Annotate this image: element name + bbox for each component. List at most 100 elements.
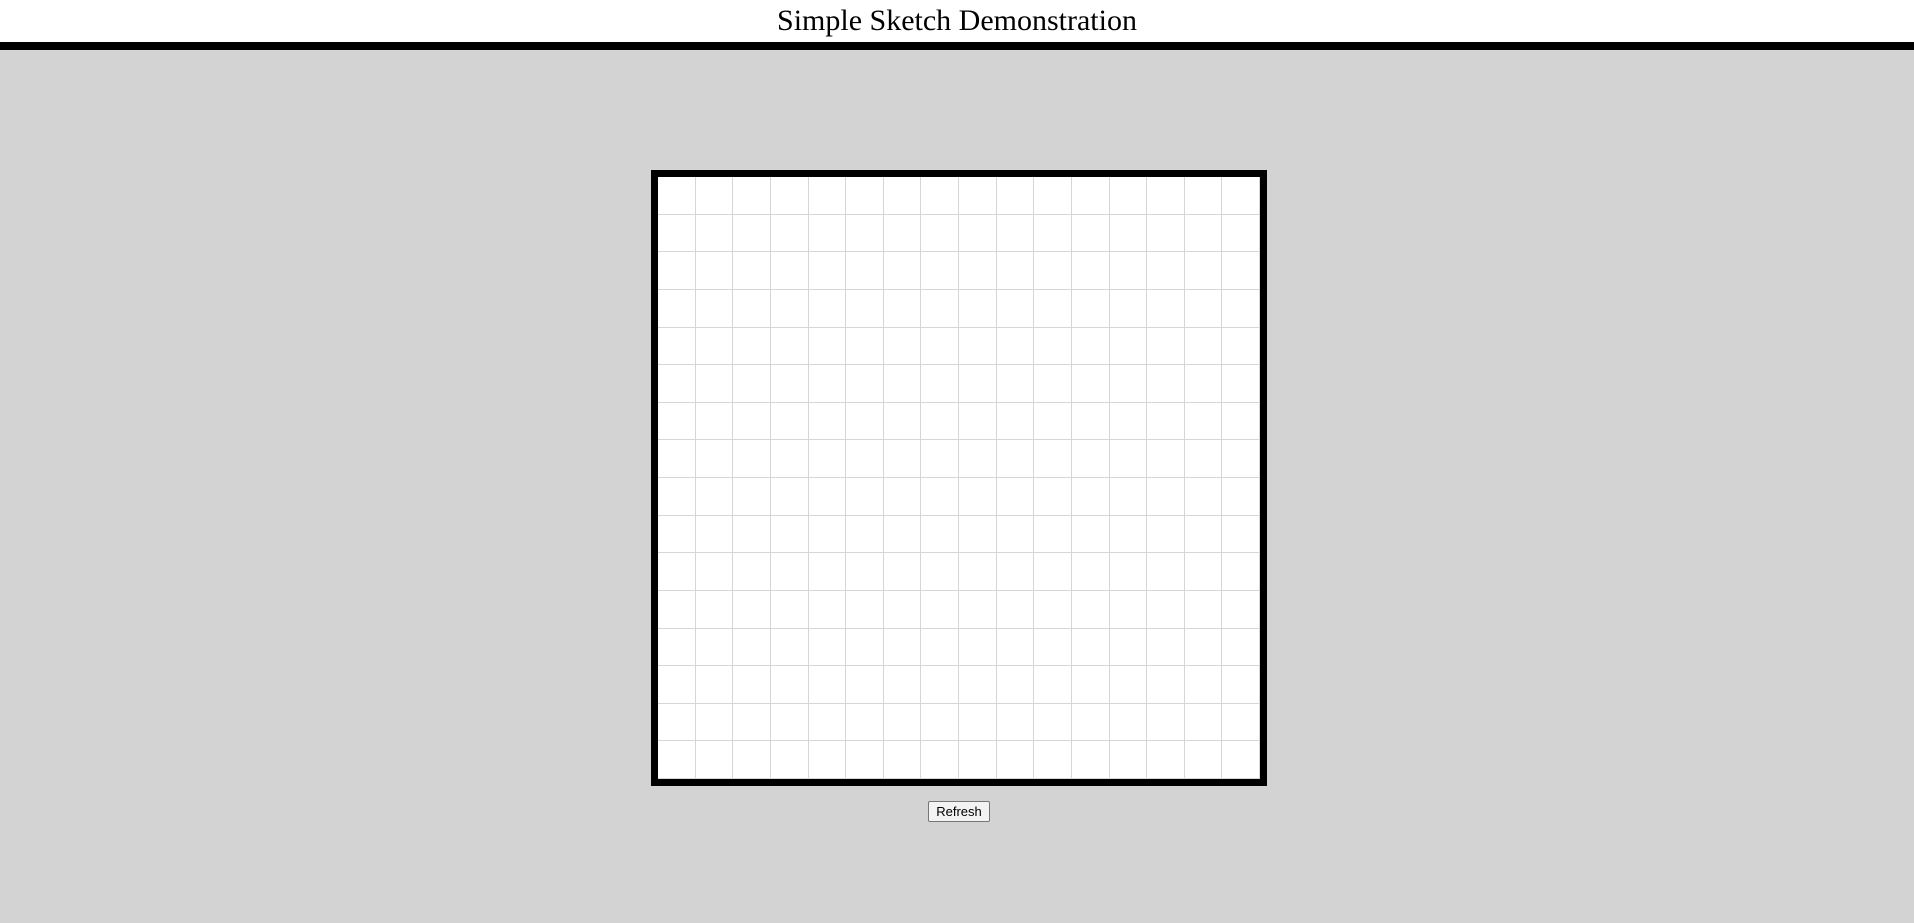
grid-cell[interactable] [1034,590,1072,629]
grid-cell[interactable] [1184,666,1223,704]
grid-cell[interactable] [1184,365,1223,403]
grid-cell[interactable] [770,478,809,516]
grid-cell[interactable] [996,478,1035,516]
grid-cell[interactable] [1071,515,1110,554]
grid-cell[interactable] [1071,177,1110,215]
grid-cell[interactable] [1071,402,1110,441]
grid-cell[interactable] [1147,402,1185,441]
grid-cell[interactable] [1109,252,1148,290]
grid-cell[interactable] [695,289,734,328]
grid-cell[interactable] [1184,440,1223,478]
grid-cell[interactable] [658,365,696,403]
grid-cell[interactable] [1109,515,1148,554]
grid-cell[interactable] [1222,252,1260,290]
grid-cell[interactable] [733,590,771,629]
grid-cell[interactable] [1147,628,1185,667]
grid-cell[interactable] [846,590,884,629]
grid-cell[interactable] [996,402,1035,441]
grid-cell[interactable] [658,515,696,554]
grid-cell[interactable] [1147,214,1185,253]
grid-cell[interactable] [733,402,771,441]
grid-cell[interactable] [658,553,696,591]
grid-cell[interactable] [1034,327,1072,366]
grid-cell[interactable] [883,177,922,215]
grid-cell[interactable] [883,478,922,516]
grid-cell[interactable] [808,252,847,290]
grid-cell[interactable] [733,666,771,704]
grid-cell[interactable] [695,252,734,290]
grid-cell[interactable] [770,289,809,328]
grid-cell[interactable] [1071,666,1110,704]
grid-cell[interactable] [1109,177,1148,215]
grid-cell[interactable] [1071,440,1110,478]
grid-cell[interactable] [658,177,696,215]
grid-cell[interactable] [658,327,696,366]
grid-cell[interactable] [921,327,959,366]
grid-cell[interactable] [1034,553,1072,591]
grid-cell[interactable] [1109,703,1148,742]
grid-cell[interactable] [770,365,809,403]
grid-cell[interactable] [770,666,809,704]
grid-cell[interactable] [959,553,997,591]
grid-cell[interactable] [996,741,1035,779]
grid-cell[interactable] [695,703,734,742]
grid-cell[interactable] [808,703,847,742]
grid-cell[interactable] [921,214,959,253]
grid-cell[interactable] [733,628,771,667]
grid-cell[interactable] [921,177,959,215]
grid-cell[interactable] [770,628,809,667]
grid-cell[interactable] [658,741,696,779]
grid-cell[interactable] [846,327,884,366]
grid-cell[interactable] [883,590,922,629]
grid-cell[interactable] [1147,365,1185,403]
grid-cell[interactable] [883,327,922,366]
grid-cell[interactable] [1222,365,1260,403]
grid-cell[interactable] [846,703,884,742]
grid-cell[interactable] [1071,289,1110,328]
grid-cell[interactable] [1147,515,1185,554]
grid-cell[interactable] [808,402,847,441]
grid-cell[interactable] [921,628,959,667]
grid-cell[interactable] [1222,515,1260,554]
grid-cell[interactable] [1184,628,1223,667]
grid-cell[interactable] [1184,214,1223,253]
grid-cell[interactable] [1071,214,1110,253]
grid-cell[interactable] [808,289,847,328]
grid-cell[interactable] [1222,628,1260,667]
grid-cell[interactable] [695,327,734,366]
grid-cell[interactable] [996,703,1035,742]
grid-cell[interactable] [808,214,847,253]
grid-cell[interactable] [808,440,847,478]
grid-cell[interactable] [996,289,1035,328]
grid-cell[interactable] [1109,440,1148,478]
grid-cell[interactable] [770,590,809,629]
grid-cell[interactable] [959,177,997,215]
grid-cell[interactable] [733,327,771,366]
grid-cell[interactable] [959,252,997,290]
grid-cell[interactable] [658,252,696,290]
grid-cell[interactable] [808,590,847,629]
grid-cell[interactable] [1034,252,1072,290]
grid-cell[interactable] [996,327,1035,366]
grid-cell[interactable] [996,177,1035,215]
grid-cell[interactable] [996,628,1035,667]
sketch-board[interactable] [651,170,1267,786]
grid-cell[interactable] [770,402,809,441]
grid-cell[interactable] [1147,666,1185,704]
grid-cell[interactable] [1222,402,1260,441]
grid-cell[interactable] [921,252,959,290]
grid-cell[interactable] [959,478,997,516]
grid-cell[interactable] [1071,553,1110,591]
grid-cell[interactable] [921,289,959,328]
grid-cell[interactable] [695,177,734,215]
grid-cell[interactable] [808,177,847,215]
grid-cell[interactable] [1034,402,1072,441]
grid-cell[interactable] [1071,703,1110,742]
grid-cell[interactable] [996,515,1035,554]
grid-cell[interactable] [695,590,734,629]
grid-cell[interactable] [658,590,696,629]
grid-cell[interactable] [1109,327,1148,366]
grid-cell[interactable] [883,365,922,403]
grid-cell[interactable] [1109,741,1148,779]
grid-cell[interactable] [883,741,922,779]
